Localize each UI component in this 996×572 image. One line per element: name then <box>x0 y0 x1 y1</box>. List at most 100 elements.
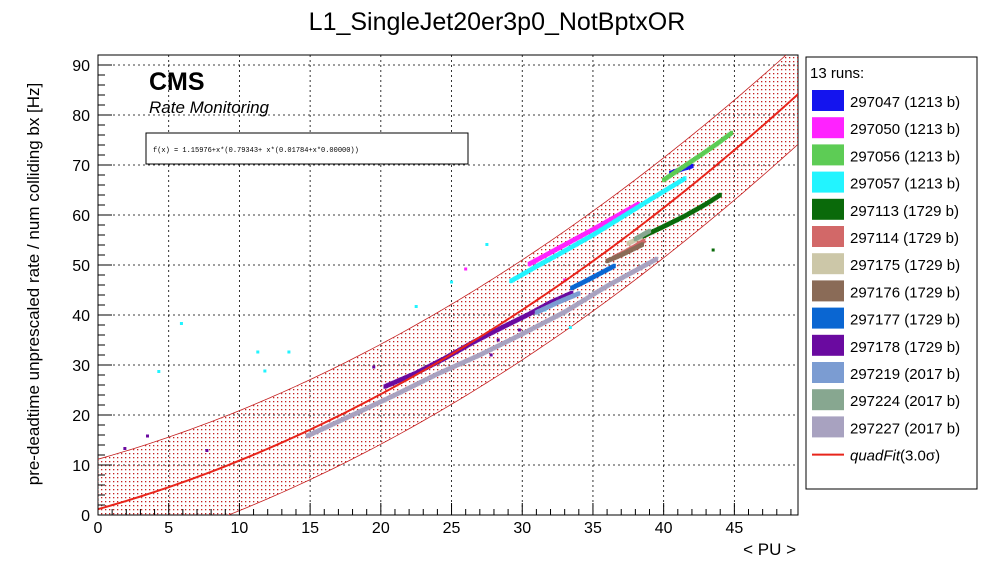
data-point <box>464 267 468 271</box>
y-tick-label: 10 <box>72 458 90 475</box>
x-tick-label: 5 <box>164 520 173 537</box>
legend-entry-label: 297175 (1729 b) <box>850 257 960 274</box>
x-tick-label: 40 <box>655 520 673 537</box>
data-point <box>683 176 687 181</box>
legend-entry-label: 297113 (1729 b) <box>850 203 959 220</box>
fit-formula-box <box>145 132 469 165</box>
y-tick-label: 0 <box>81 508 90 525</box>
legend-swatch <box>812 198 844 220</box>
legend-swatch <box>812 90 844 111</box>
series-points <box>662 130 734 183</box>
data-point <box>157 370 161 373</box>
series-points <box>534 291 581 315</box>
y-tick-label: 80 <box>72 108 90 125</box>
fit-band <box>98 55 798 515</box>
x-tick-label: 45 <box>725 520 743 537</box>
x-tick-label: 15 <box>301 520 319 537</box>
x-tick-label: 20 <box>372 520 390 537</box>
data-point <box>640 242 645 247</box>
data-point <box>205 449 209 452</box>
data-point <box>636 201 640 207</box>
data-point <box>568 326 572 329</box>
rate-monitoring-label: Rate Monitoring <box>149 98 270 117</box>
data-point <box>642 238 646 244</box>
y-tick-label: 30 <box>72 358 90 375</box>
data-point <box>256 350 260 354</box>
fit-formula: f(x) = 1.15976+x*(0.79343+ x*(0.01784+x*… <box>153 147 359 155</box>
legend-entries: 297047 (1213 b) 297050 (1213 b) 297056 (12… <box>812 90 960 465</box>
data-point <box>647 228 652 234</box>
fit-band-area <box>98 55 798 515</box>
data-point <box>729 130 734 136</box>
legend-entry-label: 297227 (2017 b) <box>850 420 960 437</box>
x-tick-label: 0 <box>94 520 103 537</box>
legend-entry-label: 297176 (1729 b) <box>850 284 960 301</box>
legend-entry-label: 297224 (2017 b) <box>850 393 960 410</box>
legend-swatch <box>812 362 844 383</box>
y-tick-label: 20 <box>72 408 90 425</box>
legend-swatch <box>812 226 844 247</box>
data-point <box>145 434 149 438</box>
data-point <box>570 290 574 296</box>
fit-line <box>98 93 798 511</box>
legend-entry-label: 297057 (1213 b) <box>850 176 960 193</box>
cms-label: CMS <box>149 68 205 96</box>
legend-swatch <box>812 144 844 166</box>
data-point <box>485 243 489 246</box>
legend-fit-label: quadFit(3.0σ) <box>850 448 940 465</box>
legend-swatch <box>812 416 844 438</box>
legend-swatch <box>812 334 844 356</box>
data-points <box>123 130 734 452</box>
legend-swatch <box>812 117 844 139</box>
series-points <box>605 242 645 264</box>
legend-entry-label: 297219 (2017 b) <box>850 366 960 383</box>
legend-swatch <box>812 280 844 302</box>
legend-entry-label: 297056 (1213 b) <box>850 148 960 165</box>
series-points <box>305 256 659 439</box>
legend-swatch <box>812 253 844 275</box>
x-tick-label: 25 <box>443 520 461 537</box>
y-tick-label: 70 <box>72 158 90 175</box>
x-tick-label: 30 <box>513 520 531 537</box>
data-point <box>496 338 500 342</box>
data-point <box>517 328 521 332</box>
y-tick-label: 50 <box>72 258 90 275</box>
data-point <box>654 256 659 262</box>
data-point <box>690 163 694 169</box>
series-points <box>464 201 640 282</box>
legend-swatch <box>812 171 844 193</box>
data-point <box>612 263 616 269</box>
data-point <box>287 350 291 354</box>
legend-entry-label: 297050 (1213 b) <box>850 121 960 138</box>
data-point <box>263 369 267 373</box>
y-tick-label: 60 <box>72 208 90 225</box>
data-point <box>179 322 183 325</box>
legend-header: 13 runs: <box>810 65 864 82</box>
legend-entry-label: 297047 (1213 b) <box>850 94 960 111</box>
x-tick-label: 35 <box>584 520 602 537</box>
data-point <box>414 305 418 308</box>
data-point <box>711 248 715 252</box>
data-point <box>450 280 454 284</box>
legend-entry-label: 297178 (1729 b) <box>850 339 960 356</box>
y-tick-label: 40 <box>72 308 90 325</box>
series-points <box>157 176 687 373</box>
x-axis-label: < PU > <box>743 540 796 559</box>
data-point <box>372 365 376 369</box>
fit-band-lower <box>227 143 798 515</box>
series-points <box>570 263 616 291</box>
axes: 0 5 10 15 20 25 30 35 40 45 0 10 20 30 40 50 60 70 80 90 <box>72 58 792 537</box>
chart-title: L1_SingleJet20er3p0_NotBptxOR <box>309 8 686 36</box>
y-axis-label: pre-deadtime unprescaled rate / num coll… <box>24 83 43 486</box>
y-tick-label: 90 <box>72 58 90 75</box>
data-point <box>489 353 493 357</box>
legend-entry-label: 297177 (1729 b) <box>850 312 960 329</box>
x-tick-label: 10 <box>231 520 249 537</box>
data-point <box>718 192 722 198</box>
fit-curve <box>98 93 798 511</box>
legend-entry-label: 297114 (1729 b) <box>850 230 959 247</box>
series-points <box>633 228 652 242</box>
legend-swatch <box>812 389 844 411</box>
fit-band-upper <box>98 55 787 460</box>
